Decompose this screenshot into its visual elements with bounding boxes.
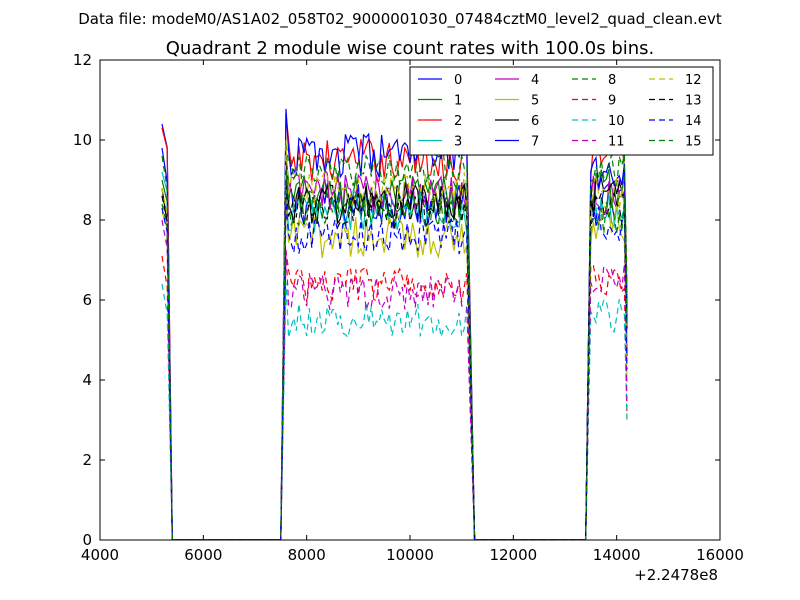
series-line-9 — [161, 251, 628, 540]
y-tick-label: 0 — [82, 531, 92, 549]
legend-label-2: 2 — [454, 114, 462, 129]
y-tick-label: 4 — [82, 371, 92, 389]
x-tick-label: 14000 — [593, 546, 641, 564]
series-line-13 — [161, 183, 628, 540]
legend-label-7: 7 — [531, 135, 539, 150]
chart-title: Quadrant 2 module wise count rates with … — [166, 38, 655, 59]
series-line-4 — [161, 159, 628, 540]
legend-label-1: 1 — [454, 94, 462, 109]
legend-label-9: 9 — [608, 94, 616, 109]
legend-label-11: 11 — [608, 135, 625, 150]
series-line-1 — [161, 154, 628, 540]
series-line-14 — [161, 202, 628, 540]
x-tick-label: 8000 — [288, 546, 326, 564]
x-axis-offset-label: +2.2478e8 — [634, 566, 718, 584]
legend-label-12: 12 — [685, 73, 702, 88]
series-line-8 — [161, 143, 628, 540]
y-tick-label: 2 — [82, 451, 92, 469]
legend-label-10: 10 — [608, 114, 625, 129]
series-line-2 — [161, 113, 628, 540]
legend-label-6: 6 — [531, 114, 539, 129]
legend-label-3: 3 — [454, 135, 462, 150]
y-tick-label: 12 — [73, 51, 92, 69]
series-line-12 — [161, 140, 628, 540]
x-tick-label: 6000 — [184, 546, 222, 564]
legend-label-15: 15 — [685, 135, 702, 150]
x-axis: 4000 6000 8000 10000 12000 14000 16000 — [81, 60, 744, 564]
series-line-15 — [161, 169, 628, 540]
series-line-11 — [161, 219, 628, 540]
legend-label-14: 14 — [685, 114, 702, 129]
legend-label-0: 0 — [454, 73, 462, 88]
figure-suptitle: Data file: modeM0/AS1A02_058T02_90000010… — [78, 10, 722, 29]
legend-label-8: 8 — [608, 73, 616, 88]
legend-label-13: 13 — [685, 94, 702, 109]
x-tick-label: 16000 — [696, 546, 744, 564]
x-tick-label: 4000 — [81, 546, 119, 564]
y-tick-label: 8 — [82, 211, 92, 229]
y-tick-label: 6 — [82, 291, 92, 309]
series-line-5 — [161, 198, 628, 540]
series-line-10 — [161, 282, 628, 540]
legend-label-4: 4 — [531, 73, 539, 88]
series-line-7 — [161, 108, 628, 540]
series-line-3 — [161, 171, 628, 540]
series-lines — [161, 108, 628, 540]
series-line-6 — [161, 161, 628, 540]
y-tick-label: 10 — [73, 131, 92, 149]
legend-label-5: 5 — [531, 94, 539, 109]
x-tick-label: 10000 — [386, 546, 434, 564]
x-tick-label: 12000 — [489, 546, 537, 564]
